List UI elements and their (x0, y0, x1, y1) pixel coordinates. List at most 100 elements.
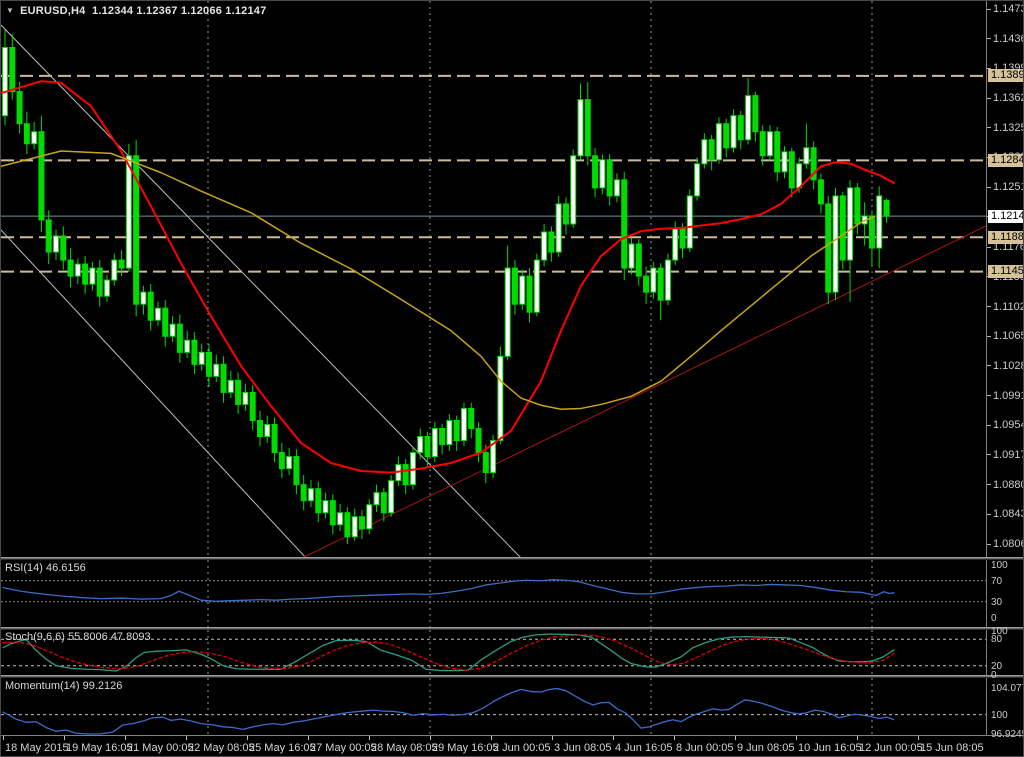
yellow-moving-average[interactable] (1, 150, 875, 410)
price-axis-tick (987, 335, 991, 337)
candle-body (154, 307, 161, 321)
pane-divider[interactable] (1, 675, 1023, 678)
candle-body (592, 155, 599, 189)
rsi-line[interactable] (2, 579, 895, 602)
candle-body (803, 147, 810, 165)
candle-body (701, 139, 708, 165)
candle-body (103, 279, 110, 297)
candle-body (67, 259, 74, 277)
candle-body (730, 115, 737, 149)
candle-body (96, 267, 103, 297)
candle-body (45, 219, 52, 253)
candle-body (417, 436, 424, 454)
rsi-scale-label: 100 (991, 560, 1008, 571)
candle-body (23, 123, 30, 145)
time-axis[interactable]: 18 May 2015 19 May 16:05 21 May 00:05 22 Ma… (1, 735, 1023, 756)
candle-body (446, 419, 453, 446)
candle-body (242, 391, 249, 405)
stochastic-scale-label: 100 (991, 625, 1008, 637)
candle-body (526, 275, 533, 313)
trendline-ascending-support[interactable] (303, 225, 986, 557)
price-axis-label: 1.13250 (993, 121, 1023, 134)
stochastic-d-line[interactable] (2, 634, 895, 671)
candle-body (883, 199, 890, 217)
time-axis-label: 4 Jun 16:05 (615, 742, 673, 754)
rsi-pane[interactable] (1, 560, 986, 627)
candle-body (293, 456, 300, 486)
current-price-tag: 1.12147 (988, 209, 1023, 223)
candle-body (300, 484, 307, 502)
time-axis-label: 3 Jun 08:05 (554, 742, 612, 754)
chart-title: ▼ EURUSD,H4 1.12344 1.12367 1.12066 1.121… (6, 5, 266, 17)
pane-divider[interactable] (1, 557, 1023, 560)
momentum-scale-label: 100 (991, 709, 1008, 721)
candle-body (439, 427, 446, 446)
rsi-scale-label: 30 (991, 596, 1003, 608)
candle-body (584, 99, 591, 157)
candle-body (548, 231, 555, 253)
momentum-pane[interactable] (1, 678, 986, 735)
candle-body (82, 263, 89, 285)
candlestick-canvas[interactable] (1, 1, 986, 557)
price-axis-label: 1.08800 (993, 478, 1023, 491)
candle-body (184, 339, 191, 353)
time-axis-label: 25 May 16:05 (249, 742, 316, 754)
candle-body (125, 155, 132, 269)
candle-body (227, 379, 234, 393)
candle-body (307, 488, 314, 502)
candle-body (220, 363, 227, 393)
candle-body (511, 267, 518, 305)
stochastic-canvas[interactable] (1, 630, 986, 675)
price-axis-tick (987, 127, 991, 129)
rsi-value: 46.6156 (45, 562, 86, 574)
time-axis-tick (674, 736, 675, 740)
time-axis-label: 8 Jun 00:05 (676, 742, 734, 754)
price-axis-label: 1.09540 (993, 419, 1023, 432)
momentum-canvas[interactable] (1, 678, 986, 735)
candle-body (52, 235, 59, 253)
candle-body (657, 267, 664, 301)
price-axis-tick (987, 454, 991, 456)
candle-body (133, 155, 140, 305)
red-moving-average[interactable] (1, 80, 895, 474)
candle-body (854, 187, 861, 225)
price-axis[interactable]: 1.147301.143601.139901.136201.132501.128… (986, 1, 1023, 735)
stoch-d-value: 47.8093 (110, 631, 151, 643)
candle-body (577, 99, 584, 157)
stochastic-pane[interactable] (1, 630, 986, 675)
time-axis-label: 2 Jun 00:05 (493, 742, 551, 754)
candle-body (694, 163, 701, 197)
time-axis-tick (796, 736, 797, 740)
price-axis-label: 1.10650 (993, 330, 1023, 343)
momentum-label: Momentum(14) 99.2126 (5, 680, 123, 692)
trendline-channel-lower[interactable] (1, 229, 307, 557)
candle-body (147, 291, 154, 321)
stochastic-scale-label: 80 (991, 634, 1003, 646)
time-axis-tick (857, 736, 858, 740)
candle-body (766, 131, 773, 157)
candle-body (380, 492, 387, 514)
chart-symbol-timeframe: EURUSD,H4 (20, 5, 86, 17)
rsi-canvas[interactable] (1, 560, 986, 627)
candle-body (825, 203, 832, 293)
main-chart-pane[interactable] (1, 1, 986, 557)
price-axis-label: 1.09170 (993, 448, 1023, 461)
price-level-tag: 1.11456 (988, 265, 1023, 279)
time-axis-tick (3, 736, 4, 740)
trendline-channel-upper[interactable] (1, 19, 522, 557)
pane-divider[interactable] (1, 627, 1023, 630)
time-axis-label: 22 May 08:05 (188, 742, 255, 754)
candle-body (781, 151, 788, 173)
price-axis-label: 1.11020 (993, 300, 1023, 313)
candle-body (504, 267, 511, 357)
symbol-dropdown-icon[interactable]: ▼ (6, 6, 15, 15)
price-axis-label: 1.08430 (993, 508, 1023, 521)
price-axis-tick (987, 513, 991, 515)
candle-body (358, 516, 365, 530)
candle-body (140, 291, 147, 305)
time-axis-label: 15 Jun 08:05 (920, 742, 984, 754)
candle-body (672, 227, 679, 261)
momentum-line[interactable] (2, 687, 895, 735)
candle-body (482, 452, 489, 474)
candle-body (169, 323, 176, 337)
